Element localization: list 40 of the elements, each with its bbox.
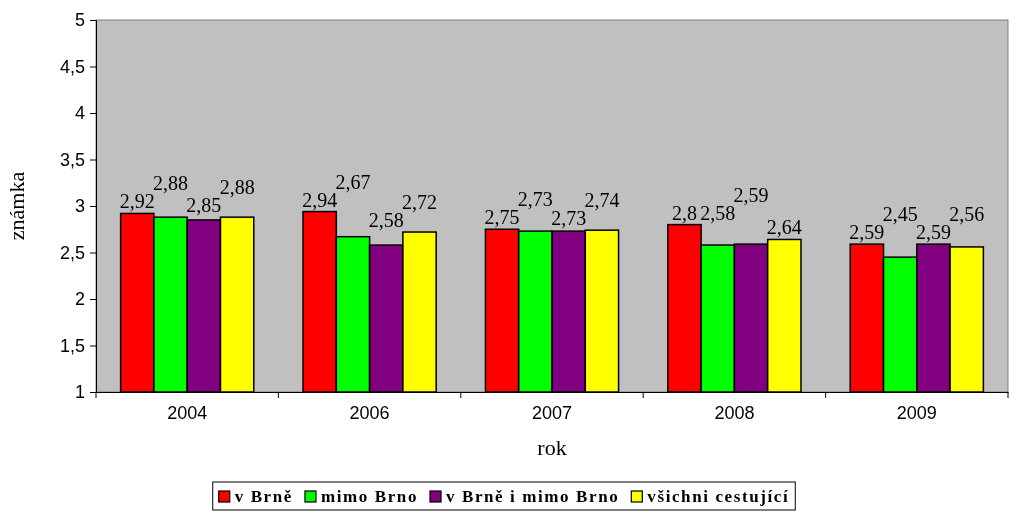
- y-tick-label: 2,5: [59, 242, 85, 263]
- x-tick-label: 2006: [349, 402, 390, 423]
- data-label: 2,59: [733, 183, 769, 206]
- y-tick-label: 5: [74, 10, 85, 31]
- y-tick-label: 1: [74, 382, 85, 403]
- y-tick-label: 3,5: [59, 149, 85, 170]
- data-label: 2,45: [882, 203, 918, 226]
- data-label: 2,73: [551, 207, 587, 230]
- legend-label: mimo Brno: [320, 487, 419, 506]
- data-label: 2,58: [368, 209, 404, 232]
- x-tick-label: 2007: [531, 402, 573, 423]
- data-label: 2,88: [153, 172, 189, 195]
- legend-label: v Brně: [234, 487, 293, 506]
- legend-label: všichni cestující: [647, 487, 790, 506]
- x-tick-label: 2008: [714, 402, 755, 423]
- data-label: 2,59: [849, 221, 885, 244]
- data-label: 2,73: [517, 188, 553, 211]
- data-label: 2,88: [219, 176, 255, 199]
- data-label: 2,85: [186, 194, 222, 217]
- data-label: 2,8: [671, 201, 697, 224]
- y-tick-label: 4: [74, 103, 85, 124]
- x-tick-label: 2009: [896, 402, 937, 423]
- data-label: 2,67: [335, 170, 371, 193]
- data-label: 2,92: [119, 190, 155, 213]
- y-tick-label: 1,5: [59, 335, 85, 356]
- data-label: 2,58: [700, 201, 736, 224]
- y-axis-title: známka: [4, 171, 29, 241]
- data-label: 2,75: [484, 206, 520, 229]
- data-label: 2,59: [915, 221, 951, 244]
- data-label: 2,94: [302, 188, 338, 211]
- data-label: 2,64: [766, 216, 802, 239]
- data-label: 2,72: [402, 191, 438, 214]
- x-axis-title: rok: [537, 435, 567, 460]
- data-label: 2,56: [949, 203, 985, 226]
- y-tick-label: 3: [74, 196, 85, 217]
- data-label: 2,74: [584, 189, 620, 212]
- y-tick-label: 4,5: [59, 56, 85, 77]
- legend-label: v Brně i mimo Brno: [446, 487, 620, 506]
- y-tick-label: 2: [74, 289, 85, 310]
- x-tick-label: 2004: [167, 402, 208, 423]
